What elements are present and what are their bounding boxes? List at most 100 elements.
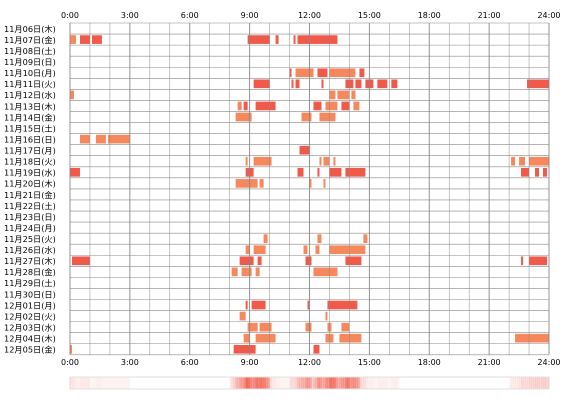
x-tick-label: 21:00 <box>478 11 501 20</box>
activity-bar <box>315 245 320 255</box>
strip-segment <box>113 377 117 389</box>
strip-segment <box>261 377 264 389</box>
strip-segment <box>75 377 79 389</box>
strip-segment <box>93 377 97 389</box>
activity-bar <box>247 35 270 44</box>
strip-segment <box>231 377 234 389</box>
strip-segment <box>289 377 292 389</box>
strip-segment <box>247 377 250 389</box>
strip-segment <box>381 377 384 389</box>
strip-segment <box>335 377 338 389</box>
strip-segment <box>363 377 366 389</box>
strip-segment <box>319 377 322 389</box>
strip-segment <box>91 377 95 389</box>
strip-segment <box>359 377 362 389</box>
strip-segment <box>333 377 336 389</box>
activity-bar <box>363 234 368 243</box>
activity-bar <box>299 145 310 155</box>
strip-segment <box>387 377 390 389</box>
row-label: 11月17日(月) <box>4 146 56 156</box>
strip-segment <box>339 377 342 389</box>
strip-segment <box>87 377 91 389</box>
row-label: 11月24日(月) <box>4 223 56 233</box>
row-label: 11月13日(木) <box>4 101 56 111</box>
activity-bar <box>239 256 254 266</box>
activity-bar <box>325 311 328 321</box>
strip-segment <box>117 377 121 389</box>
activity-bar <box>313 344 320 354</box>
strip-segment <box>545 377 548 389</box>
strip-segment <box>241 377 244 389</box>
strip-segment <box>115 377 119 389</box>
strip-segment <box>529 377 532 389</box>
activity-bar <box>259 322 272 332</box>
strip-segment <box>371 377 374 389</box>
row-label: 12月04日(木) <box>4 334 56 344</box>
activity-bar <box>233 344 256 354</box>
activity-bar <box>70 90 74 100</box>
strip-segment <box>395 377 398 389</box>
strip-segment <box>393 377 396 389</box>
strip-segment <box>373 377 376 389</box>
activity-bar <box>341 101 350 111</box>
activity-bar <box>70 35 76 44</box>
activity-bar <box>257 256 262 266</box>
strip-segment <box>249 377 252 389</box>
strip-segment <box>295 377 298 389</box>
x-tick-label: 24:00 <box>537 11 560 20</box>
strip-segment <box>315 377 318 389</box>
activity-bar <box>329 68 356 78</box>
activity-bar <box>297 35 338 44</box>
activity-bar <box>309 179 312 188</box>
row-label: 12月02日(火) <box>4 311 56 321</box>
row-label: 12月03日(水) <box>4 322 56 332</box>
strip-segment <box>255 377 258 389</box>
activity-bar <box>303 245 308 255</box>
strip-segment <box>277 377 280 389</box>
activity-bar <box>291 79 294 89</box>
strip-segment <box>525 377 528 389</box>
row-label: 11月14日(金) <box>4 112 56 122</box>
row-label: 11月08日(土) <box>4 46 56 56</box>
activity-bar <box>231 267 238 277</box>
strip-segment <box>263 377 266 389</box>
row-label: 11月27日(木) <box>4 256 56 266</box>
strip-segment <box>305 377 308 389</box>
strip-segment <box>365 377 368 389</box>
activity-bar <box>301 112 312 122</box>
strip-segment <box>111 377 115 389</box>
strip-segment <box>275 377 278 389</box>
activity-bar <box>245 300 248 310</box>
strip-segment <box>243 377 246 389</box>
activity-bar <box>345 167 366 177</box>
strip-segment <box>273 377 276 389</box>
activity-bar <box>351 90 356 100</box>
strip-segment <box>311 377 314 389</box>
activity-bar <box>323 179 326 188</box>
activity-bar <box>239 311 246 321</box>
activity-bar <box>70 344 72 354</box>
x-tick-label: 0:00 <box>61 11 79 20</box>
strip-segment <box>523 377 526 389</box>
strip-segment <box>121 377 125 389</box>
activity-bar <box>377 79 388 89</box>
strip-segment <box>321 377 324 389</box>
row-label: 11月18日(火) <box>4 157 56 167</box>
row-label: 11月22日(土) <box>4 201 56 211</box>
row-label: 11月12日(水) <box>4 90 56 100</box>
row-label: 11月19日(水) <box>4 168 56 178</box>
x-tick-label: 3:00 <box>121 11 139 20</box>
strip-segment <box>81 377 85 389</box>
strip-segment <box>519 377 522 389</box>
row-label: 11月16日(日) <box>4 134 56 144</box>
activity-bar <box>543 167 548 177</box>
strip-segment <box>353 377 356 389</box>
activity-bar <box>275 35 279 44</box>
activity-bar <box>345 256 362 266</box>
strip-segment <box>89 377 93 389</box>
row-label: 11月30日(日) <box>4 289 56 299</box>
x-tick-label-bottom: 24:00 <box>537 358 560 367</box>
activity-bar <box>321 79 324 89</box>
